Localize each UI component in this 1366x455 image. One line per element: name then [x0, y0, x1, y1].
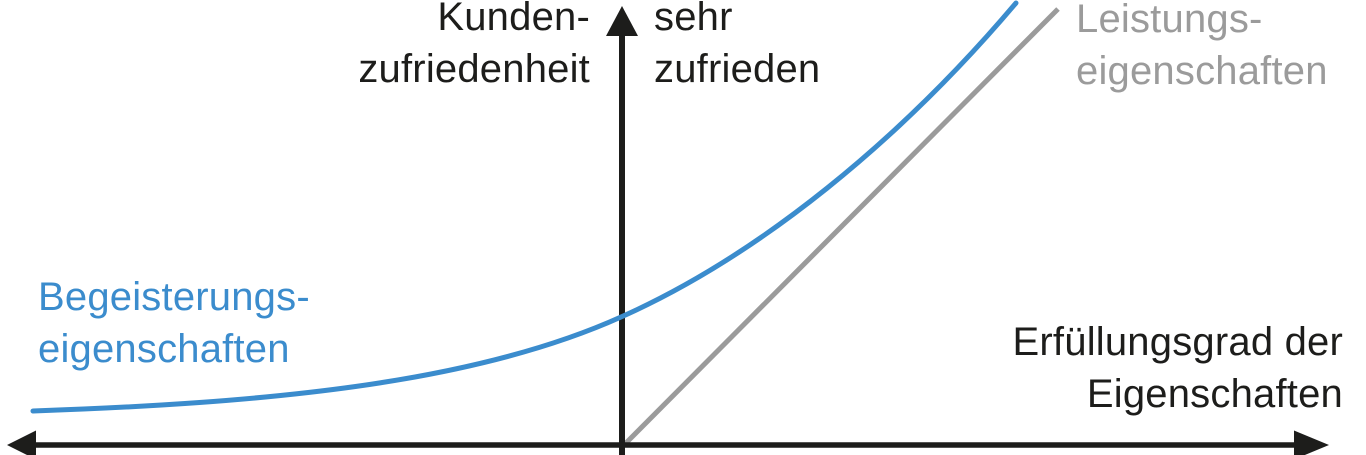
y-axis-title-line2: zufriedenheit [358, 47, 590, 91]
y-axis-top-annotation: sehr zufrieden [654, 0, 820, 95]
excitement-curve-label: Begeisterungs- eigenschaften [38, 271, 310, 375]
performance-line-label: Leistungs- eigenschaften [1076, 0, 1328, 97]
y-axis-title: Kunden- zufriedenheit [358, 0, 590, 95]
x-axis-right-arrow-icon [1294, 430, 1329, 455]
y-axis-arrow-icon [606, 6, 638, 36]
performance-line-label-line2: eigenschaften [1076, 49, 1328, 93]
x-axis-title-line2: Eigenschaften [1086, 372, 1343, 416]
excitement-curve-label-line2: eigenschaften [38, 327, 290, 371]
excitement-curve [30, 0, 1019, 414]
y-axis-top-annotation-line2: zufrieden [654, 47, 821, 91]
y-axis-top-annotation-line1: sehr [654, 0, 733, 39]
excitement-curve-label-line1: Begeisterungs- [38, 275, 310, 319]
x-axis-left-arrow-icon [7, 430, 36, 455]
y-axis-title-line1: Kunden- [437, 0, 590, 39]
x-axis-title: Erfüllungsgrad der Eigenschaften [1013, 316, 1343, 420]
x-axis-title-line1: Erfüllungsgrad der [1012, 320, 1343, 364]
performance-line [620, 7, 1060, 449]
performance-line-label-line1: Leistungs- [1076, 0, 1263, 41]
